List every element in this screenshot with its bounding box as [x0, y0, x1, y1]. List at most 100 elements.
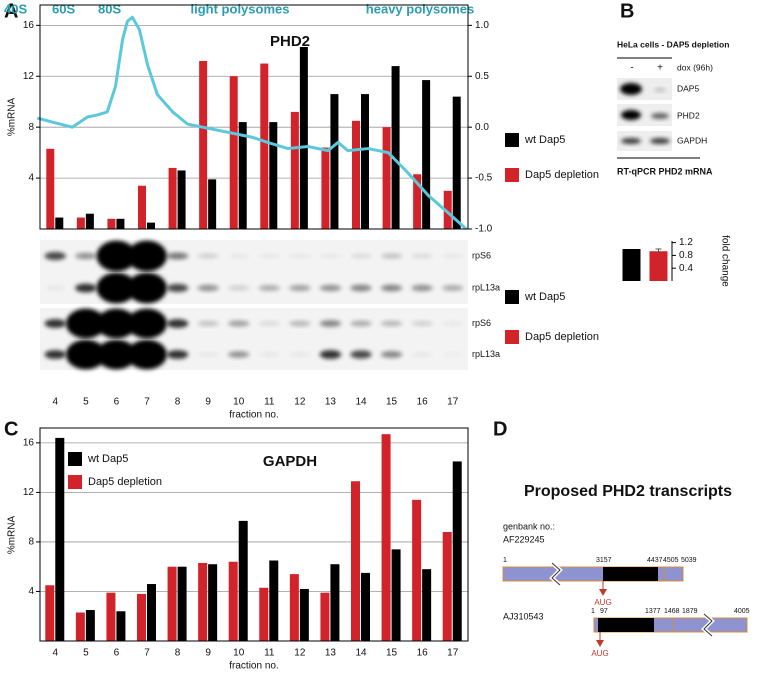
blot-band [228, 351, 250, 358]
bar [391, 549, 401, 641]
blot-row-label: rpS6 [472, 318, 491, 328]
plot-frame [39, 427, 469, 642]
annotation: 60S [52, 1, 75, 16]
blot-band [166, 319, 189, 328]
blot-band [96, 308, 137, 339]
y-tick-label: 1.2 [679, 237, 693, 248]
blot-band [197, 352, 219, 357]
y-tick-label: 0.8 [679, 250, 693, 261]
x-tick-label: 4 [53, 397, 59, 408]
blot-band [380, 253, 403, 259]
bar [269, 560, 279, 641]
blot-band [319, 350, 342, 359]
bar [238, 520, 248, 641]
y-tick-label: 4 [28, 586, 34, 597]
blot-band [96, 272, 137, 304]
annotation: 80S [98, 1, 121, 16]
position: 1377 [645, 608, 661, 615]
legend-swatch [505, 330, 519, 344]
position: 4005 [734, 608, 750, 615]
blot-row-label: PHD2 [677, 110, 700, 120]
position: 5039 [681, 557, 697, 564]
blot-band [44, 319, 66, 328]
x-tick-label: 13 [325, 397, 337, 408]
x-tick-label: 7 [144, 648, 150, 659]
lane-label: - [630, 63, 633, 74]
blot-band [197, 320, 219, 327]
bar [361, 94, 369, 229]
x-tick-label: 14 [355, 397, 367, 408]
blot-band [228, 285, 250, 291]
blot-band [258, 352, 280, 357]
bar [330, 564, 340, 641]
blot-band [166, 350, 189, 359]
bar [260, 63, 269, 229]
x-tick-label: 15 [386, 397, 398, 408]
blot-band [289, 352, 311, 357]
blot-band [380, 351, 403, 358]
x-tick-label: 13 [325, 648, 337, 659]
bar [167, 566, 177, 641]
blot-band [319, 320, 342, 327]
legend-swatch [68, 452, 82, 466]
blot-band [258, 321, 280, 326]
blot-band [228, 253, 250, 259]
annotation: light polysomes [191, 1, 290, 16]
y-tick-label: 12 [23, 71, 35, 82]
y-axis-label: %mRNA [7, 516, 18, 555]
position: 1468 [664, 608, 680, 615]
legend-label: Dap5 depletion [525, 331, 599, 343]
position: 4437 [647, 557, 663, 564]
blot-band [258, 253, 280, 259]
bar [45, 585, 55, 641]
bar [382, 127, 391, 229]
blot-band [442, 352, 463, 356]
blot-band [411, 352, 433, 357]
blot-band [289, 253, 311, 259]
bar [649, 251, 668, 281]
start-codon: AUG [591, 649, 608, 658]
bar [85, 213, 94, 229]
blot-band [65, 339, 106, 370]
blot-band [350, 320, 372, 327]
bar [352, 120, 360, 229]
bar [361, 572, 370, 641]
y-tick-label: 0.4 [679, 263, 693, 274]
blot-band [166, 252, 189, 260]
blot-band [411, 321, 433, 326]
bar [177, 566, 187, 641]
blot-band [44, 251, 66, 261]
x-tick-label: 8 [175, 648, 181, 659]
treatment: dox (96h) [677, 62, 713, 72]
blot-band [380, 284, 403, 292]
blot-band [96, 339, 137, 370]
x-tick-label: 5 [83, 397, 89, 408]
start-codon: AUG [594, 598, 611, 607]
transcript [502, 561, 684, 596]
bar [208, 179, 217, 229]
bar [412, 499, 422, 641]
y-tick-label: 16 [23, 438, 35, 449]
profile-line [36, 15, 468, 231]
bar [442, 532, 452, 641]
blot-band [75, 283, 97, 293]
y2-tick-label: 0.5 [475, 71, 489, 82]
bar [208, 564, 218, 641]
legend-label: wt Dap5 [524, 291, 565, 303]
bar [259, 587, 269, 641]
blot-band [197, 253, 219, 259]
diagram-title: Proposed PHD2 transcripts [524, 483, 732, 500]
blot-band [197, 284, 219, 292]
y-tick-label: 8 [28, 122, 34, 133]
bar [229, 76, 238, 229]
legend-label: Dap5 depletion [525, 169, 599, 181]
position: 1 [591, 608, 595, 615]
y2-tick-label: 0.0 [475, 122, 489, 133]
x-tick-label: 10 [233, 648, 245, 659]
y2-tick-label: -0.5 [475, 173, 493, 184]
x-tick-label: 10 [233, 397, 245, 408]
x-tick-label: 9 [205, 648, 211, 659]
y-tick-label: 12 [23, 487, 35, 498]
bar [443, 190, 452, 229]
